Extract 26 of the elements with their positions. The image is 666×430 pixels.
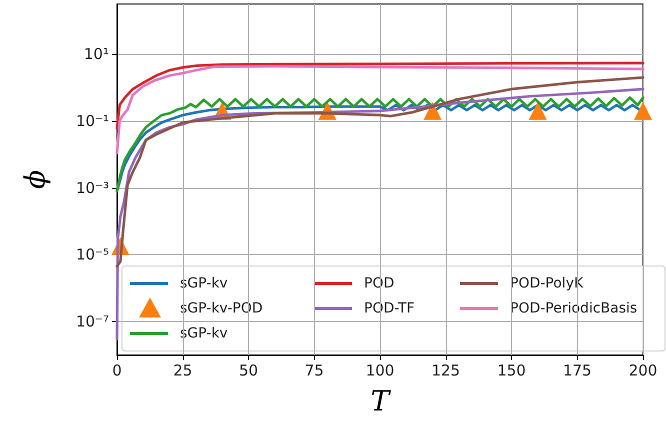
- x-tick-label: 0: [112, 362, 122, 380]
- y-axis-title: ϕ: [18, 170, 52, 190]
- x-tick-label: 25: [173, 362, 192, 380]
- legend-label: sGP-kv-POD: [180, 300, 263, 316]
- y-tick-label: 10¹: [84, 45, 109, 64]
- x-tick-label: 100: [366, 362, 394, 380]
- legend-label: sGP-kv: [180, 326, 228, 342]
- x-tick-label: 75: [304, 362, 324, 380]
- y-tick-label: 10⁻¹: [76, 112, 109, 130]
- line-series: [116, 76, 644, 268]
- x-tick-label: 175: [562, 362, 592, 380]
- x-tick-label: 50: [238, 362, 258, 380]
- line-series: [116, 62, 644, 130]
- legend-label: sGP-kv: [180, 276, 228, 292]
- y-tick-label: 10⁻³: [76, 178, 109, 197]
- y-tick-label: 10⁻⁵: [76, 246, 109, 264]
- legend-label: POD-PolyK: [510, 276, 584, 292]
- legend-label: POD-PeriodicBasis: [510, 300, 638, 316]
- y-tick-label: 10⁻⁷: [76, 312, 109, 331]
- x-tick-label: 150: [497, 362, 526, 380]
- x-axis-title: T: [370, 384, 392, 418]
- legend-label: POD-TF: [364, 300, 415, 316]
- x-tick-label: 200: [628, 362, 658, 380]
- x-tick-label: 125: [431, 362, 460, 380]
- legend-label: POD: [364, 276, 394, 292]
- line-series: [116, 65, 644, 154]
